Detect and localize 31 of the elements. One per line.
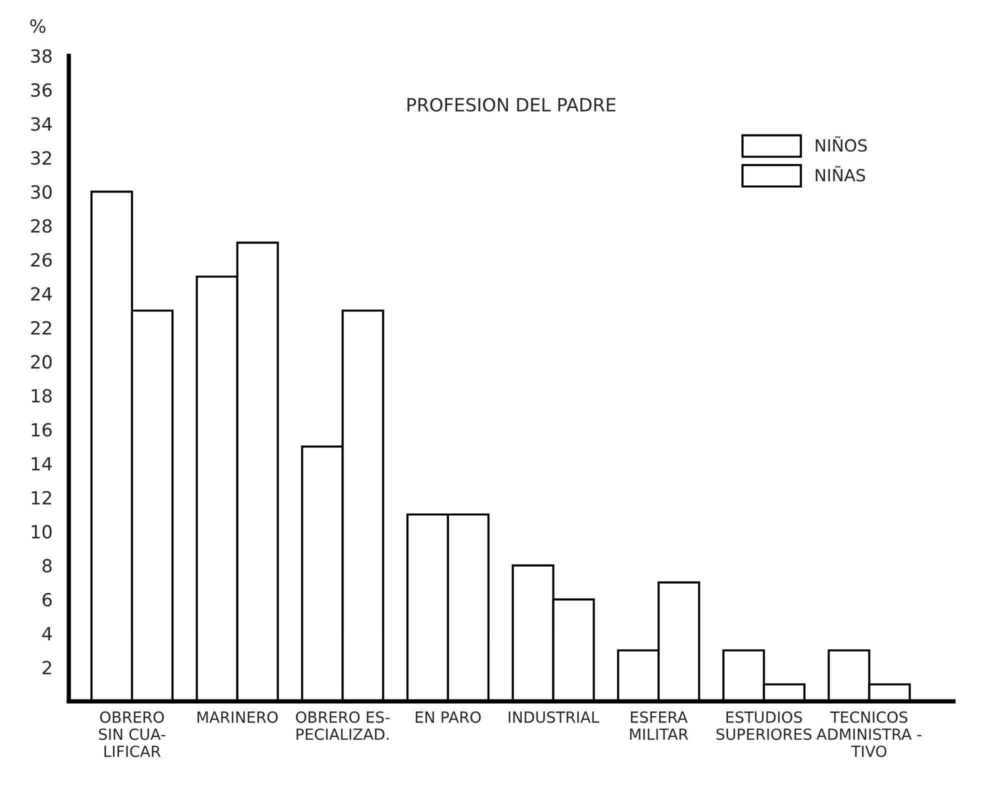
y-tick-label: 12 (32, 490, 52, 504)
y-tick-label: 18 (32, 389, 52, 403)
y-tick-label: 24 (31, 287, 52, 300)
legend-label: NIÑOS (816, 136, 867, 152)
y-tick-label: 20 (31, 355, 52, 369)
y-tick-label: 26 (31, 253, 52, 267)
y-tick-label: 6 (42, 592, 52, 607)
y-axis-title: % (30, 19, 46, 33)
x-tick-label: EN PARO (416, 711, 481, 723)
x-tick-label: ESFERA MILITAR (630, 711, 688, 740)
y-tick-label: 8 (42, 558, 52, 573)
y-tick-label: 28 (31, 219, 52, 233)
y-tick-label: 16 (32, 423, 52, 437)
x-tick-label: INDUSTRIAL (508, 711, 600, 723)
x-tick-label: OBRERO ES- PECIALIZAD. (296, 711, 390, 740)
y-tick-label: 34 (31, 117, 52, 131)
text: PROFESION DEL PADRE (408, 98, 616, 112)
y-tick-label: 32 (31, 151, 52, 165)
legend-label: NIÑAS (816, 166, 866, 182)
y-tick-label: 10 (32, 524, 52, 539)
y-tick-label: 22 (31, 321, 52, 334)
y-tick-label: 2 (42, 660, 52, 674)
y-tick-label: 36 (31, 83, 52, 97)
y-tick-label: 30 (31, 185, 52, 199)
y-tick-label: 38 (31, 49, 52, 63)
x-tick-label: OBRERO SIN CUA- LIFICAR (99, 711, 166, 758)
x-tick-label: TECNICOS ADMINISTRA - TIVO (816, 711, 922, 758)
y-tick-label: 14 (32, 457, 52, 470)
x-tick-label: MARINERO (198, 711, 278, 723)
y-tick-label: 4 (42, 627, 52, 640)
x-tick-label: ESTUDIOS SUPERIORES (716, 711, 812, 740)
